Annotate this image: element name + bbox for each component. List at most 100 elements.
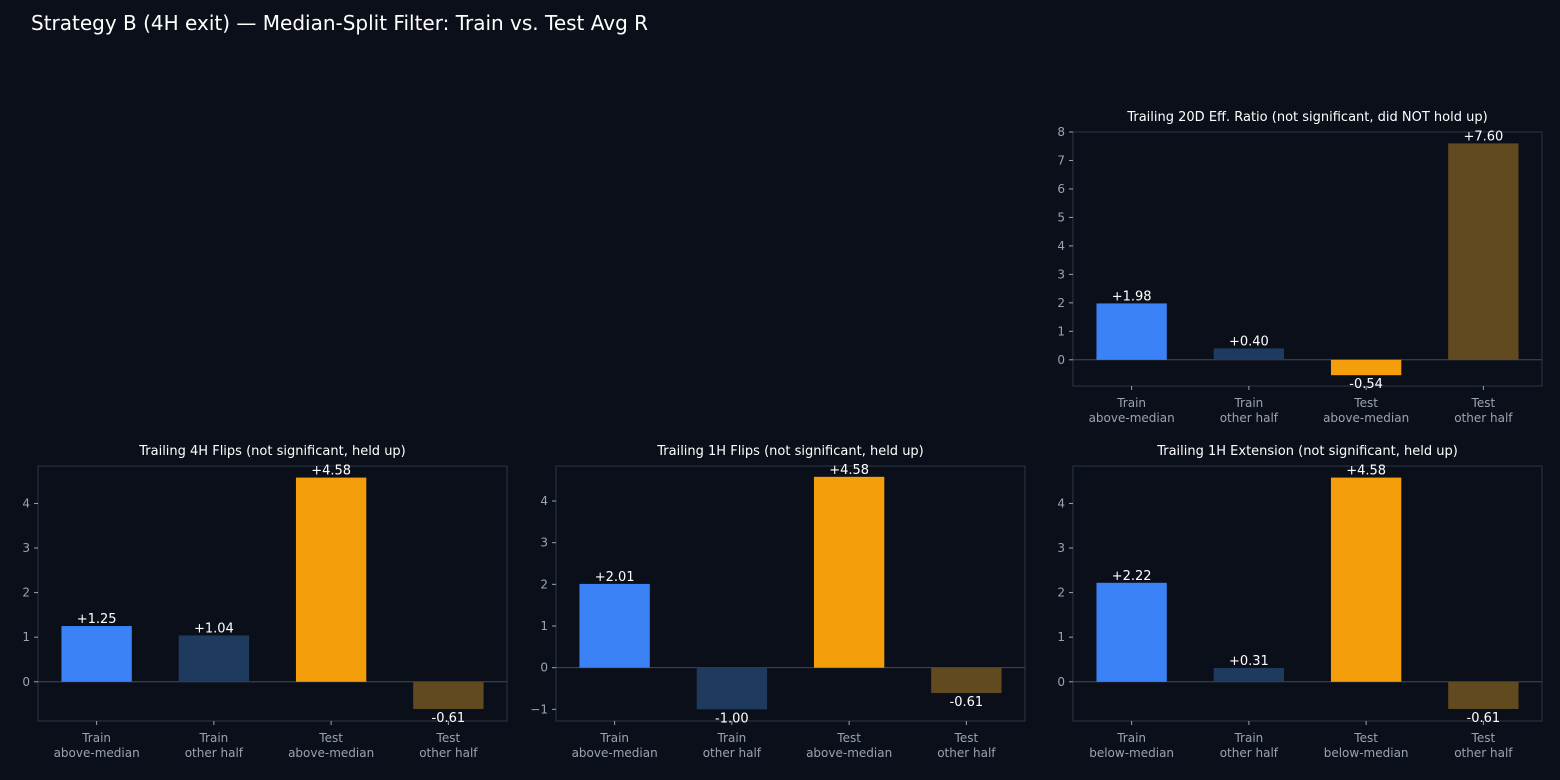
y-tick-label: 0 [1057, 675, 1065, 689]
data-label: -0.61 [432, 711, 466, 726]
x-tick-label-line: Test [436, 731, 461, 745]
data-label: -0.61 [1467, 711, 1501, 726]
x-tick-label-line: Test [1471, 731, 1496, 745]
data-label: -1.00 [715, 711, 749, 726]
x-tick-label-line: above-median [1089, 411, 1175, 425]
bar [931, 667, 1002, 694]
y-tick-label: 4 [1057, 239, 1065, 253]
data-label: +2.01 [595, 570, 635, 585]
x-tick-label: Test other half [1454, 731, 1513, 760]
chart-title: Trailing 4H Flips (not significant, held… [138, 444, 406, 459]
plot-frame [555, 465, 1026, 722]
y-tick-label: 6 [1057, 182, 1065, 196]
y-tick-label: 1 [22, 630, 30, 644]
bar [1213, 667, 1285, 682]
x-tick-label: Train above-median [572, 731, 658, 760]
x-tick-label-line: other half [1220, 746, 1279, 760]
bar [413, 681, 484, 709]
data-label: -0.61 [950, 695, 984, 710]
x-tick-label-line: above-median [1323, 411, 1409, 425]
y-tick-label: 8 [1057, 125, 1065, 139]
x-tick-label-line: Train [1233, 396, 1263, 410]
x-tick-label-line: other half [937, 746, 996, 760]
data-label: +2.22 [1112, 569, 1152, 584]
y-tick-label: 0 [1057, 353, 1065, 367]
y-tick-label: 3 [22, 541, 30, 555]
data-label: +1.25 [77, 612, 117, 627]
x-tick-label: Test above-median [288, 731, 374, 760]
x-tick-label-line: other half [1454, 411, 1513, 425]
x-tick-label-line: other half [419, 746, 478, 760]
y-tick-label: −1 [530, 702, 548, 716]
bar [813, 476, 885, 668]
y-tick-label: 3 [1057, 541, 1065, 555]
x-tick-label-line: Train [716, 731, 746, 745]
x-tick-label-line: Test [1471, 396, 1496, 410]
x-tick-label: Test below-median [1324, 731, 1409, 760]
x-tick-label: Train other half [1220, 731, 1279, 760]
x-tick-label-line: above-median [54, 746, 140, 760]
bar [1448, 143, 1519, 360]
bar [1448, 681, 1519, 709]
data-label: +7.60 [1463, 129, 1503, 144]
x-tick-label: Test other half [937, 731, 996, 760]
page-title: Strategy B (4H exit) — Median-Split Filt… [31, 11, 649, 35]
x-tick-label-line: other half [185, 746, 244, 760]
y-tick-label: 1 [1057, 324, 1065, 338]
chart-panel-1: Trailing 20D Eff. Ratio (not significant… [1057, 110, 1543, 425]
x-tick-label-line: above-median [572, 746, 658, 760]
x-tick-label-line: Train [1116, 731, 1146, 745]
chart-panel-4: Trailing 1H Extension (not significant, … [1057, 444, 1543, 760]
chart-title: Trailing 1H Flips (not significant, held… [656, 444, 924, 459]
plot-frame [1072, 465, 1543, 722]
x-tick-label-line: Test [1353, 731, 1378, 745]
x-tick-label-line: Test [318, 731, 343, 745]
x-tick-label-line: Train [599, 731, 629, 745]
chart-panel-2: Trailing 4H Flips (not significant, held… [22, 444, 508, 760]
y-tick-label: 3 [1057, 267, 1065, 281]
bar [1330, 359, 1402, 376]
bar [1096, 582, 1167, 682]
y-tick-label: 4 [1057, 496, 1065, 510]
y-tick-label: 2 [1057, 296, 1065, 310]
chart-title: Trailing 20D Eff. Ratio (not significant… [1126, 110, 1487, 125]
y-tick-label: 3 [540, 536, 548, 550]
bar [1330, 477, 1402, 682]
x-tick-label-line: other half [1220, 411, 1279, 425]
x-tick-label: Test above-median [1323, 396, 1409, 425]
x-tick-label: Test above-median [806, 731, 892, 760]
data-label: +1.04 [194, 621, 234, 636]
y-tick-label: 2 [540, 577, 548, 591]
x-tick-label-line: Test [1353, 396, 1378, 410]
x-tick-label: Test other half [1454, 396, 1513, 425]
y-tick-label: 4 [540, 494, 548, 508]
y-tick-label: 7 [1057, 153, 1065, 167]
data-label: +0.40 [1229, 334, 1269, 349]
plot-frame [1072, 131, 1543, 387]
x-tick-label: Train other half [185, 731, 244, 760]
chart-title: Trailing 1H Extension (not significant, … [1156, 444, 1458, 459]
x-tick-label-line: below-median [1324, 746, 1409, 760]
y-tick-label: 2 [1057, 586, 1065, 600]
x-tick-label-line: Train [1116, 396, 1146, 410]
x-tick-label: Train other half [1220, 396, 1279, 425]
y-tick-label: 0 [22, 675, 30, 689]
chart-panel-3: Trailing 1H Flips (not significant, held… [530, 444, 1026, 760]
bar [295, 477, 367, 682]
x-tick-label-line: Train [1233, 731, 1263, 745]
y-tick-label: 1 [1057, 630, 1065, 644]
x-tick-label-line: Train [198, 731, 228, 745]
y-tick-label: 2 [22, 586, 30, 600]
bar [1213, 348, 1285, 360]
y-tick-label: 0 [540, 661, 548, 675]
x-tick-label-line: other half [703, 746, 762, 760]
x-tick-label-line: above-median [288, 746, 374, 760]
data-label: +1.98 [1112, 289, 1152, 304]
data-label: +4.58 [311, 464, 351, 479]
y-tick-label: 1 [540, 619, 548, 633]
x-tick-label: Train above-median [54, 731, 140, 760]
data-label: -0.54 [1349, 377, 1383, 392]
data-label: +4.58 [1346, 464, 1386, 479]
y-tick-label: 5 [1057, 210, 1065, 224]
